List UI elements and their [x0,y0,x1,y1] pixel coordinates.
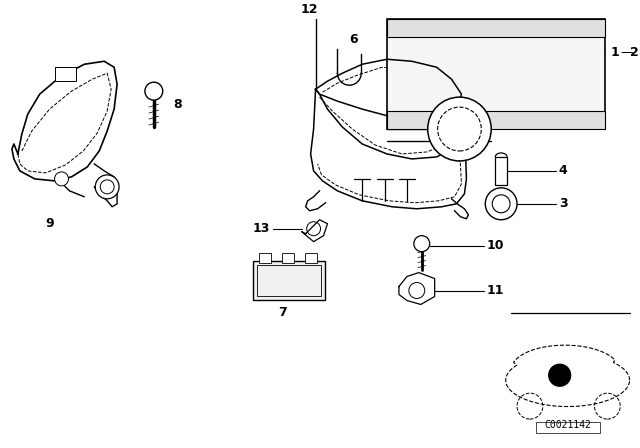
Bar [536,422,600,433]
Text: C0021142: C0021142 [544,420,591,430]
Text: 1: 1 [611,46,619,59]
Text: 4: 4 [559,164,568,177]
Bar [54,67,76,81]
Circle shape [428,97,492,161]
Text: 8: 8 [173,98,182,111]
Text: 11: 11 [486,284,504,297]
Text: 2: 2 [630,46,639,59]
Bar [257,265,321,297]
Bar [253,261,324,301]
Text: 9: 9 [45,217,54,230]
Text: 3: 3 [559,197,567,210]
Bar [495,157,507,185]
Bar [282,253,294,263]
Bar [305,253,317,263]
Circle shape [485,188,517,220]
Bar [387,19,605,129]
Text: 6: 6 [349,33,358,46]
Bar [387,19,605,37]
Circle shape [414,236,429,252]
Circle shape [548,364,571,386]
Circle shape [54,172,68,186]
Text: 5: 5 [465,142,473,155]
Bar [259,253,271,263]
Circle shape [145,82,163,100]
Text: 7: 7 [278,306,287,319]
Circle shape [492,195,510,213]
Text: 10: 10 [486,239,504,252]
Circle shape [95,175,119,199]
Bar [387,111,605,129]
Text: 13: 13 [253,222,270,235]
Text: —: — [620,46,633,59]
Text: 12: 12 [301,4,318,17]
